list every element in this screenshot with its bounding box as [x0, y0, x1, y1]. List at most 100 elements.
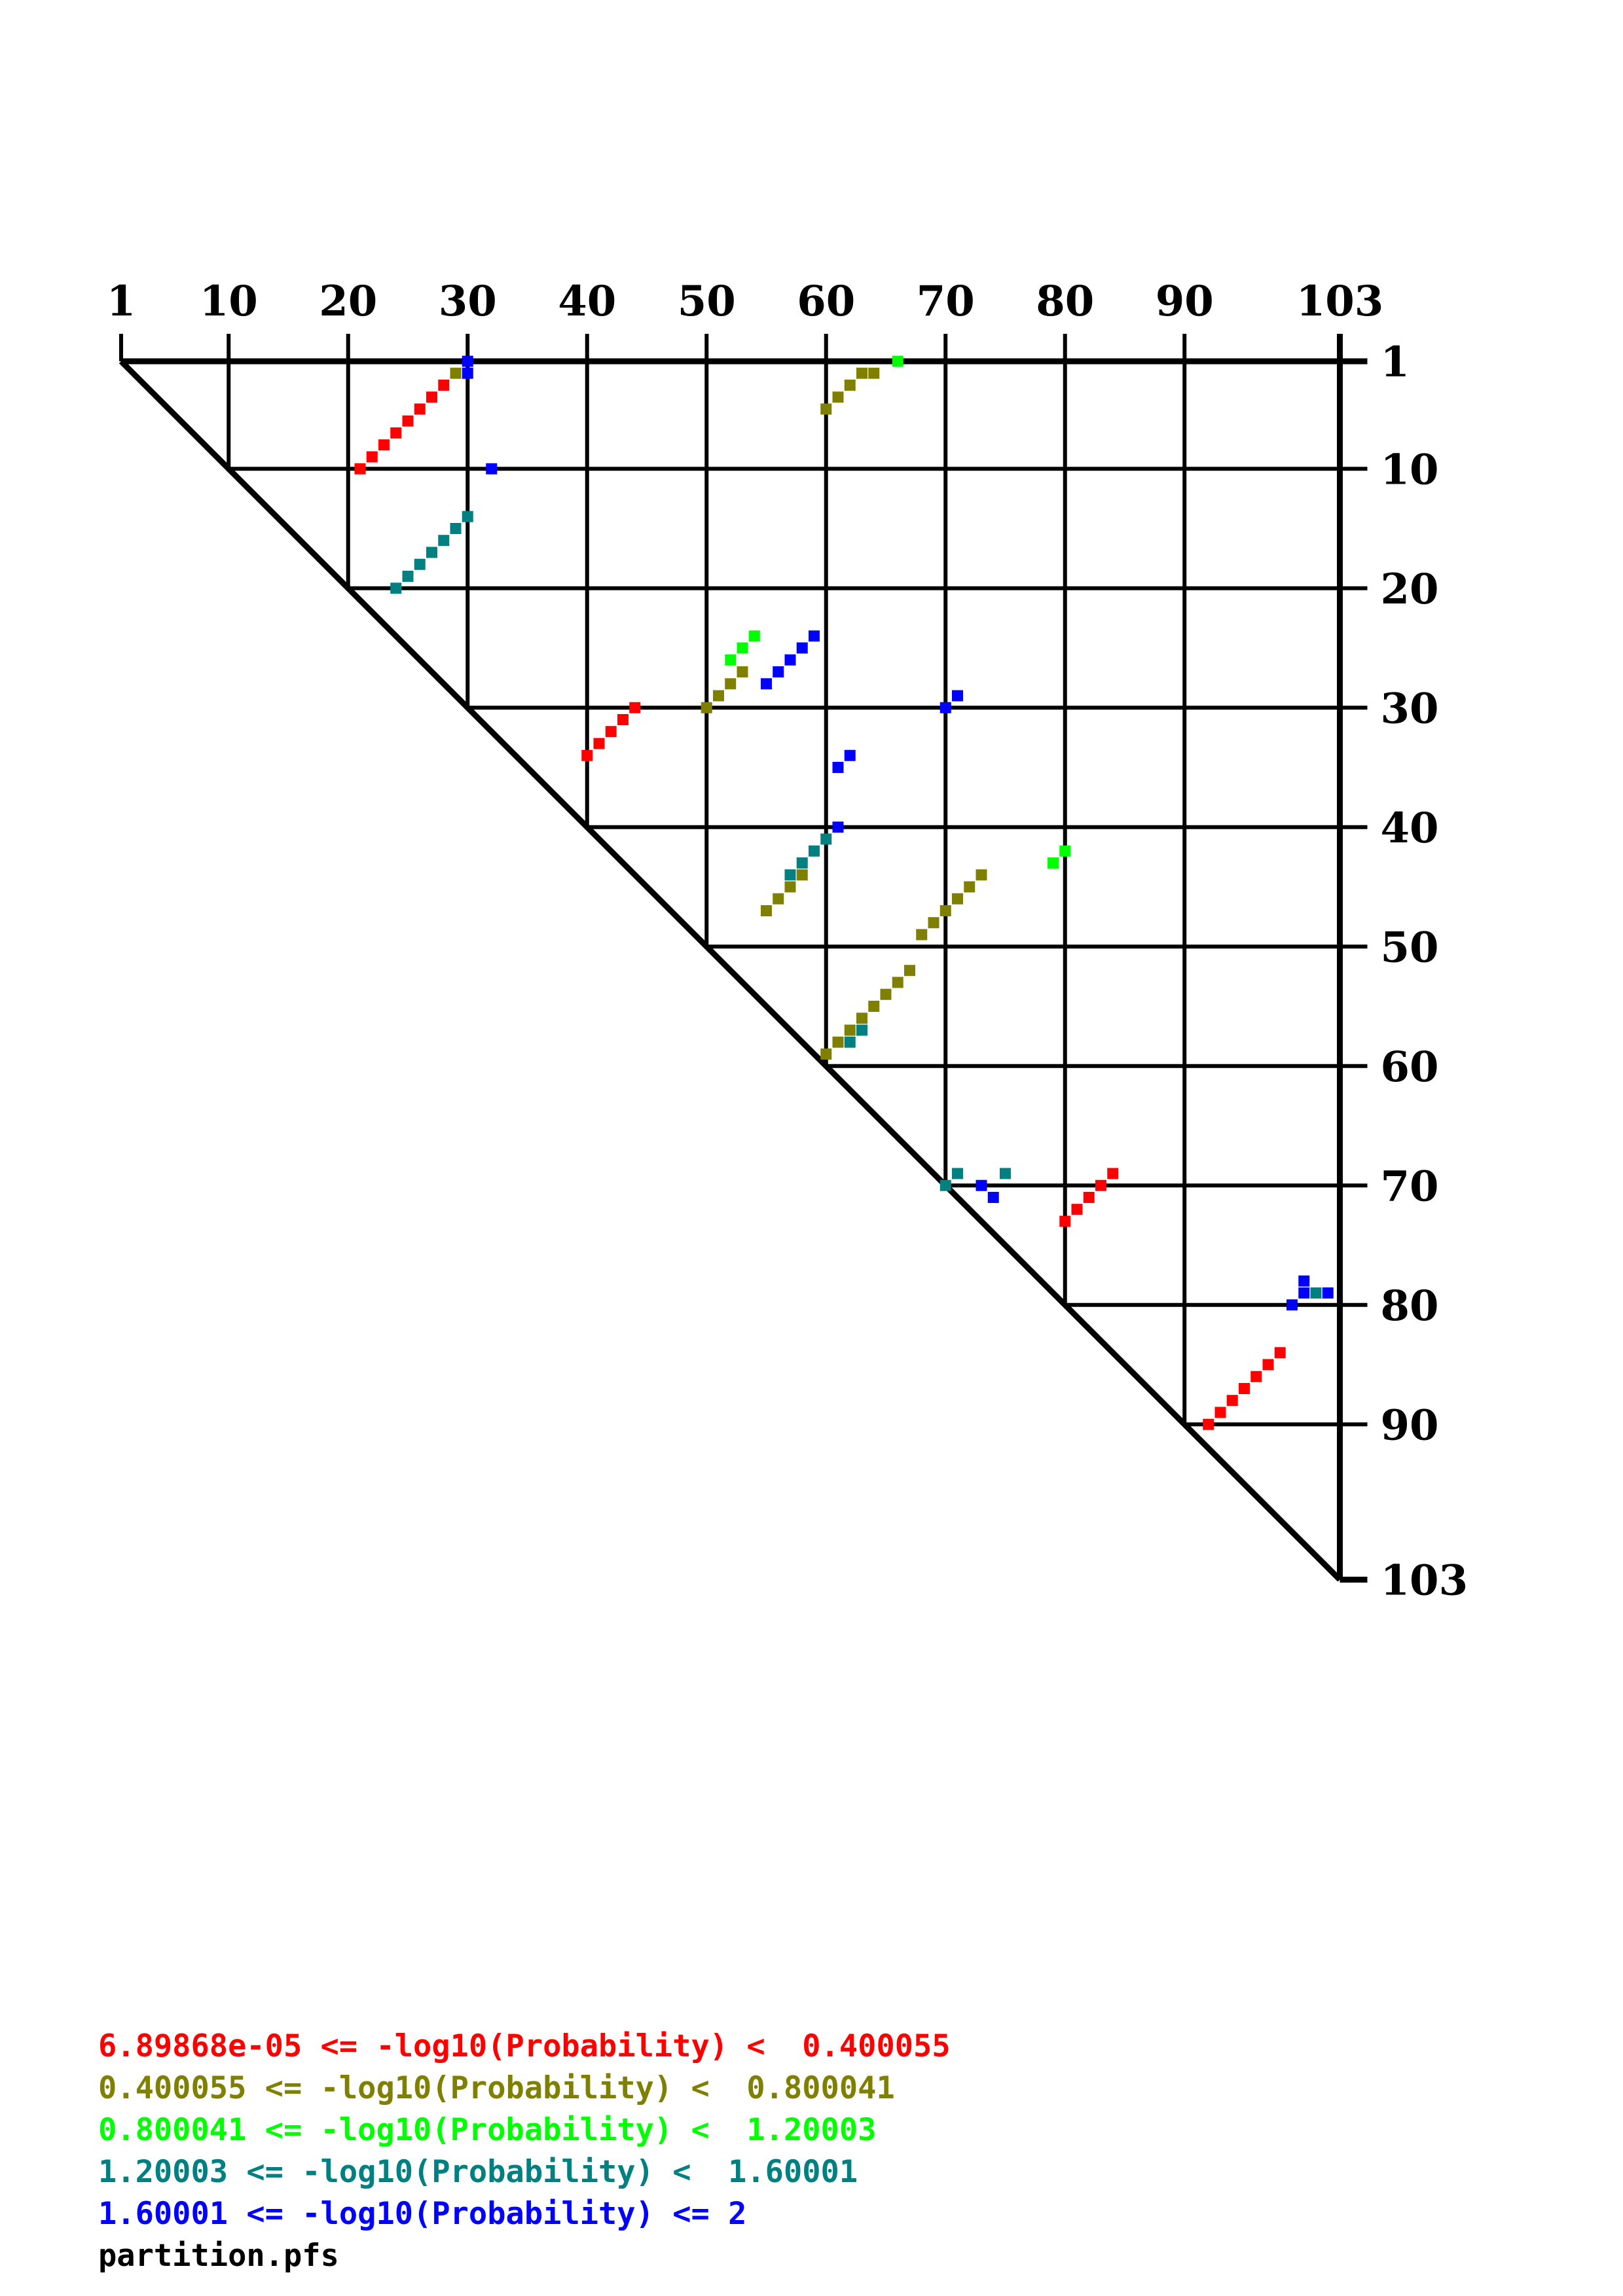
data-point [939, 1179, 951, 1191]
y-tick-label: 70 [1381, 1162, 1439, 1211]
data-point [952, 893, 963, 905]
data-point [725, 678, 737, 690]
data-point [856, 367, 867, 379]
series-4-markers [390, 511, 1322, 1299]
data-point [462, 511, 473, 522]
data-point [796, 857, 808, 869]
x-tick-label: 90 [1156, 277, 1214, 326]
data-point [832, 821, 844, 833]
y-tick-label: 90 [1381, 1401, 1439, 1450]
data-point [486, 463, 498, 475]
data-point [1107, 1168, 1119, 1179]
data-point [939, 702, 951, 713]
legend-entry-2: 0.400055 <= -log10(Probability) < 0.8000… [98, 2070, 895, 2106]
x-tick-labels: 1 10 20 30 40 50 60 70 80 90 103 [107, 277, 1384, 326]
data-point [725, 654, 737, 666]
x-tick-label: 30 [439, 277, 497, 326]
data-point [964, 881, 976, 893]
data-point [1286, 1299, 1298, 1311]
legend-entry-1: 6.89868e-05 <= -log10(Probability) < 0.4… [98, 2028, 951, 2064]
data-point [366, 451, 378, 463]
series-5-markers [462, 355, 1334, 1311]
data-point [761, 905, 772, 916]
data-point [438, 380, 450, 391]
data-point [844, 749, 856, 761]
data-point [737, 642, 748, 654]
data-point [784, 881, 796, 893]
x-tick-label: 50 [678, 277, 736, 326]
y-tick-label: 60 [1381, 1043, 1439, 1092]
data-point [952, 690, 963, 702]
data-point [1048, 857, 1059, 869]
y-tick-label: 40 [1381, 804, 1439, 853]
y-tick-labels: 1 10 20 30 40 50 60 70 80 90 103 [1381, 338, 1468, 1605]
data-point [1203, 1418, 1214, 1430]
x-tick-label: 103 [1296, 277, 1384, 326]
data-point [354, 463, 366, 475]
data-point [773, 893, 784, 905]
y-tick-label: 10 [1381, 445, 1439, 494]
filename-label: partition.pfs [98, 2238, 339, 2274]
data-point [1250, 1371, 1262, 1382]
axes [119, 334, 1368, 1583]
data-point [390, 583, 402, 594]
data-point [1226, 1395, 1238, 1407]
data-point [796, 642, 808, 654]
data-point [1239, 1383, 1250, 1394]
data-point [761, 678, 772, 690]
y-tick-label: 20 [1381, 565, 1439, 614]
x-tick-label: 70 [917, 277, 975, 326]
data-point [1298, 1287, 1310, 1299]
data-point [1310, 1287, 1322, 1299]
data-point [820, 833, 832, 845]
data-point [462, 355, 473, 367]
legend: 6.89868e-05 <= -log10(Probability) < 0.4… [98, 2026, 951, 2277]
x-tick-label: 10 [200, 277, 258, 326]
x-tick-label: 40 [558, 277, 616, 326]
data-point [976, 1179, 987, 1191]
data-point [809, 630, 820, 642]
data-point [904, 965, 915, 977]
data-point [462, 367, 473, 379]
data-point [1000, 1168, 1011, 1179]
data-point [1214, 1407, 1226, 1418]
data-point [748, 630, 760, 642]
grid-lines [119, 334, 1368, 1582]
data-point [414, 558, 426, 570]
data-point [438, 535, 450, 547]
x-tick-label: 1 [107, 277, 136, 326]
data-point [1095, 1179, 1106, 1191]
data-point [832, 762, 844, 773]
data-point [892, 355, 903, 367]
data-point [593, 738, 605, 749]
y-tick-label: 50 [1381, 923, 1439, 972]
data-point [1071, 1204, 1083, 1215]
data-point [402, 415, 414, 427]
diagonal-boundary-line [119, 359, 1342, 1582]
data-point [390, 427, 402, 439]
data-point [832, 1036, 844, 1048]
data-point [605, 726, 617, 738]
y-tick-label: 80 [1381, 1282, 1439, 1331]
data-point [880, 988, 892, 1000]
x-tick-label: 60 [797, 277, 855, 326]
data-point [844, 1036, 856, 1048]
data-point [868, 367, 880, 379]
data-point [892, 977, 903, 988]
data-point [713, 690, 724, 702]
data-point [581, 749, 593, 761]
data-point [1059, 1215, 1071, 1227]
data-point [617, 714, 629, 725]
data-point [701, 702, 712, 713]
data-point [844, 1024, 856, 1036]
data-point [796, 869, 808, 881]
data-point [773, 666, 784, 677]
data-point [378, 439, 390, 451]
data-point [629, 702, 641, 713]
data-point [1322, 1287, 1334, 1299]
data-point [916, 929, 928, 941]
y-tick-label: 103 [1381, 1556, 1468, 1605]
data-point [450, 367, 462, 379]
data-point [450, 523, 462, 534]
data-point [784, 654, 796, 666]
